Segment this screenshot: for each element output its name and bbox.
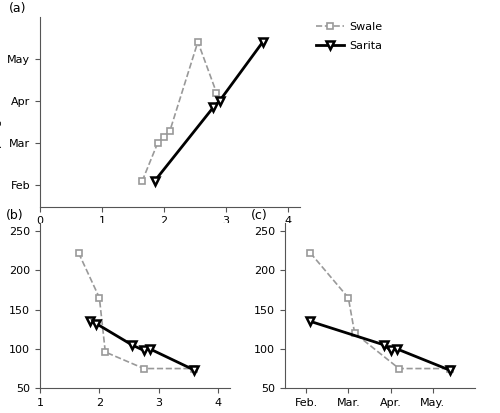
Sarita: [260, 39, 266, 44]
Swale: [167, 128, 173, 133]
Sarita: [216, 98, 222, 103]
Text: (c): (c): [251, 209, 268, 222]
Swale: [214, 90, 220, 95]
Text: (a): (a): [9, 2, 26, 15]
Swale: [161, 134, 167, 139]
Swale: [139, 179, 145, 184]
Swale: [195, 39, 201, 44]
Sarita: [210, 105, 216, 110]
Line: Swale: Swale: [138, 38, 220, 185]
Y-axis label: Spring Increase: Spring Increase: [0, 68, 2, 155]
Swale: [154, 141, 160, 146]
Y-axis label: Mean Summer
Biomass (mg chl m$^{-2}$): Mean Summer Biomass (mg chl m$^{-2}$): [0, 248, 4, 363]
Line: Sarita: Sarita: [150, 38, 267, 185]
Text: (b): (b): [6, 209, 24, 222]
X-axis label: Summer FWE (m): Summer FWE (m): [121, 232, 219, 242]
Legend: Swale, Sarita: Swale, Sarita: [316, 22, 382, 51]
Sarita: [152, 179, 158, 184]
